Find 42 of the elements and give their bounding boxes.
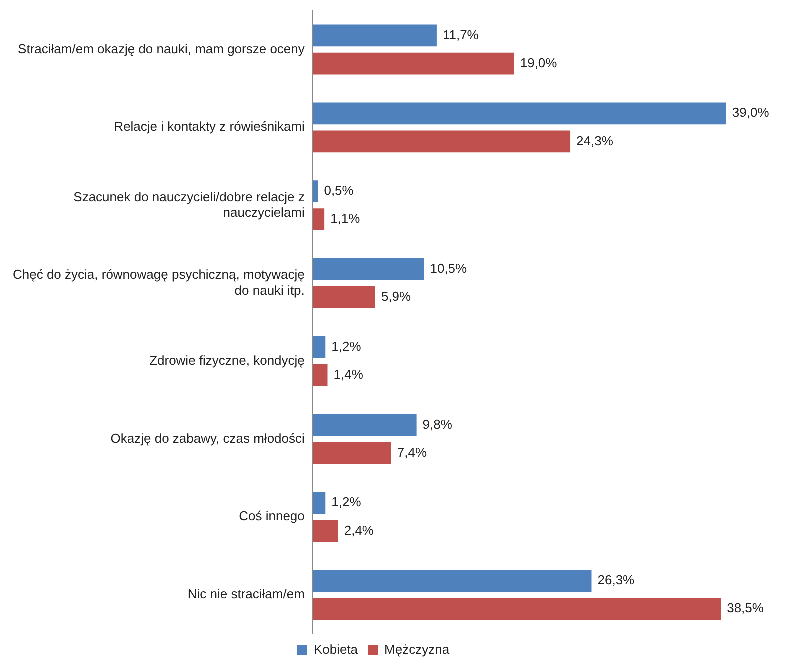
bar — [312, 598, 722, 620]
data-label: 10,5% — [430, 261, 468, 276]
data-label: 11,7% — [442, 27, 480, 42]
data-label: 19,0% — [520, 55, 558, 70]
y-tick-label: Okazję do zabawy, czas młodości — [110, 430, 306, 446]
data-label: 5,9% — [381, 289, 412, 304]
data-label: 24,3% — [576, 133, 614, 148]
y-tick-label: Nic nie straciłam/em — [188, 586, 305, 602]
bar — [312, 130, 571, 153]
y-tick-label: Straciłam/em okazję do nauki, mam gorsze oceny — [18, 41, 306, 56]
bar — [312, 24, 437, 47]
bar — [312, 258, 424, 280]
bar — [312, 336, 326, 358]
data-label: 1,4% — [334, 366, 364, 382]
data-label: 0,5% — [324, 183, 354, 198]
legend-label: Kobieta — [314, 642, 359, 658]
bar — [312, 520, 338, 542]
data-label: 7,4% — [397, 444, 428, 460]
bar — [312, 442, 392, 464]
y-tick-label: Relacje i kontakty z rówieśnikami — [114, 119, 306, 134]
data-label: 38,5% — [727, 600, 764, 616]
data-label: 2,4% — [344, 522, 374, 538]
bar — [312, 570, 592, 592]
data-label: 9,8% — [422, 416, 453, 432]
y-tick-label: Coś innego — [239, 508, 305, 524]
bar — [312, 364, 328, 386]
data-label: 26,3% — [598, 572, 636, 588]
bar — [312, 286, 376, 308]
bar — [312, 102, 726, 125]
y-tick-label: Chęć do życia, równowagę psychiczną, motywację do nauki itp. — [12, 267, 305, 298]
bar — [312, 414, 417, 436]
data-label: 1,2% — [332, 494, 362, 510]
bar — [312, 492, 326, 514]
data-label: 1,1% — [330, 211, 361, 226]
legend-label: Mężczyzna — [384, 642, 450, 658]
data-label: 1,2% — [332, 338, 362, 354]
y-tick-label: Szacunek do nauczycieli/dobre relacje z nauczycielami — [74, 189, 306, 220]
data-label: 39,0% — [732, 105, 770, 120]
bar — [312, 180, 318, 202]
y-tick-label: Zdrowie fizyczne, kondycję — [150, 352, 305, 368]
bar — [312, 52, 514, 75]
bar — [312, 208, 325, 231]
